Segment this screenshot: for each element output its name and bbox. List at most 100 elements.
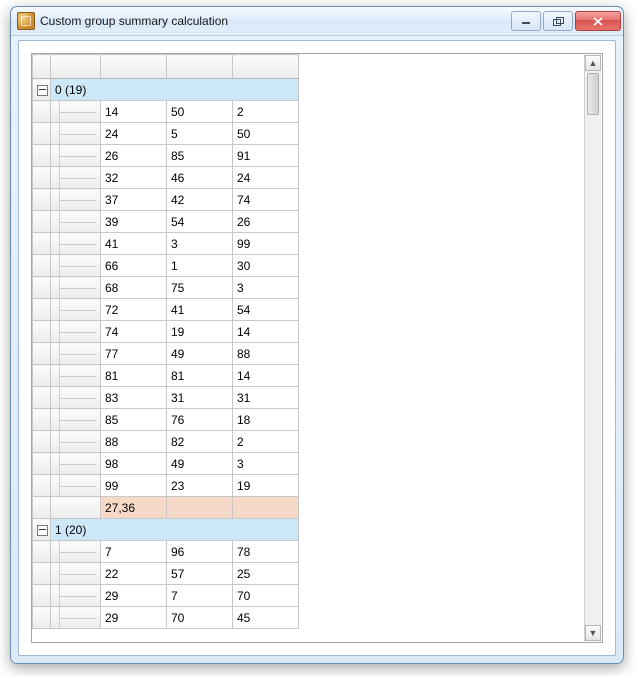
cell[interactable]: 70: [233, 585, 299, 607]
row-indicator[interactable]: [33, 409, 51, 431]
table-row[interactable]: 79678: [33, 541, 299, 563]
cell[interactable]: 78: [233, 541, 299, 563]
cell[interactable]: 5: [167, 123, 233, 145]
minimize-button[interactable]: [511, 11, 541, 31]
cell[interactable]: 99: [101, 475, 167, 497]
row-indicator[interactable]: [33, 541, 51, 563]
cell[interactable]: 1: [167, 255, 233, 277]
row-indicator[interactable]: [33, 365, 51, 387]
cell[interactable]: 3: [167, 233, 233, 255]
cell[interactable]: 14: [233, 321, 299, 343]
table-row[interactable]: 992319: [33, 475, 299, 497]
cell[interactable]: 25: [233, 563, 299, 585]
cell[interactable]: 22: [101, 563, 167, 585]
row-header[interactable]: [51, 585, 101, 607]
row-header[interactable]: [51, 475, 101, 497]
cell[interactable]: 39: [101, 211, 167, 233]
close-button[interactable]: [575, 11, 621, 31]
cell[interactable]: 54: [233, 299, 299, 321]
row-header[interactable]: [51, 277, 101, 299]
cell[interactable]: 85: [167, 145, 233, 167]
table-row[interactable]: 818114: [33, 365, 299, 387]
group-expand-button[interactable]: [33, 79, 51, 101]
row-header[interactable]: [51, 343, 101, 365]
cell[interactable]: 14: [101, 101, 167, 123]
cell[interactable]: 50: [167, 101, 233, 123]
row-header[interactable]: [51, 145, 101, 167]
cell[interactable]: 30: [233, 255, 299, 277]
cell[interactable]: 49: [167, 343, 233, 365]
row-indicator[interactable]: [33, 343, 51, 365]
group-row[interactable]: 1 (20): [33, 519, 299, 541]
cell[interactable]: 29: [101, 607, 167, 629]
table-row[interactable]: 14502: [33, 101, 299, 123]
row-indicator[interactable]: [33, 453, 51, 475]
cell[interactable]: 85: [101, 409, 167, 431]
cell[interactable]: 41: [101, 233, 167, 255]
row-header[interactable]: [51, 255, 101, 277]
row-header[interactable]: [51, 387, 101, 409]
cell[interactable]: 88: [101, 431, 167, 453]
cell[interactable]: 3: [233, 453, 299, 475]
row-indicator[interactable]: [33, 387, 51, 409]
row-indicator[interactable]: [33, 475, 51, 497]
rowheader-header[interactable]: [51, 55, 101, 79]
row-indicator[interactable]: [33, 255, 51, 277]
cell[interactable]: 57: [167, 563, 233, 585]
row-indicator[interactable]: [33, 299, 51, 321]
titlebar[interactable]: Custom group summary calculation: [11, 7, 623, 36]
row-header[interactable]: [51, 563, 101, 585]
cell[interactable]: 24: [233, 167, 299, 189]
table-row[interactable]: 741914: [33, 321, 299, 343]
table-row[interactable]: 24550: [33, 123, 299, 145]
cell[interactable]: 88: [233, 343, 299, 365]
cell[interactable]: 66: [101, 255, 167, 277]
table-row[interactable]: 29770: [33, 585, 299, 607]
row-header[interactable]: [51, 409, 101, 431]
cell[interactable]: 26: [233, 211, 299, 233]
table-row[interactable]: 374274: [33, 189, 299, 211]
row-indicator[interactable]: [33, 233, 51, 255]
cell[interactable]: 31: [167, 387, 233, 409]
cell[interactable]: 32: [101, 167, 167, 189]
table-row[interactable]: 724154: [33, 299, 299, 321]
cell[interactable]: 81: [167, 365, 233, 387]
data-grid[interactable]: 0 (19)1450224550268591324624374274395426…: [31, 53, 603, 643]
vertical-scrollbar[interactable]: ▲ ▼: [584, 55, 601, 641]
cell[interactable]: 37: [101, 189, 167, 211]
row-indicator[interactable]: [33, 607, 51, 629]
cell[interactable]: 14: [233, 365, 299, 387]
table-row[interactable]: 98493: [33, 453, 299, 475]
cell[interactable]: 98: [101, 453, 167, 475]
cell[interactable]: 77: [101, 343, 167, 365]
cell[interactable]: 7: [101, 541, 167, 563]
cell[interactable]: 46: [167, 167, 233, 189]
table-row[interactable]: 88822: [33, 431, 299, 453]
row-header[interactable]: [51, 233, 101, 255]
row-indicator[interactable]: [33, 167, 51, 189]
maximize-button[interactable]: [543, 11, 573, 31]
cell[interactable]: 75: [167, 277, 233, 299]
row-indicator[interactable]: [33, 211, 51, 233]
row-indicator[interactable]: [33, 145, 51, 167]
table-row[interactable]: 833131: [33, 387, 299, 409]
row-indicator[interactable]: [33, 563, 51, 585]
row-header[interactable]: [51, 453, 101, 475]
table-row[interactable]: 324624: [33, 167, 299, 189]
row-indicator[interactable]: [33, 431, 51, 453]
cell[interactable]: 74: [233, 189, 299, 211]
row-indicator[interactable]: [33, 321, 51, 343]
group-expand-button[interactable]: [33, 519, 51, 541]
cell[interactable]: 74: [101, 321, 167, 343]
cell[interactable]: 91: [233, 145, 299, 167]
row-header[interactable]: [51, 321, 101, 343]
cell[interactable]: 72: [101, 299, 167, 321]
cell[interactable]: 31: [233, 387, 299, 409]
row-header[interactable]: [51, 101, 101, 123]
table-row[interactable]: 395426: [33, 211, 299, 233]
cell[interactable]: 23: [167, 475, 233, 497]
table-row[interactable]: 268591: [33, 145, 299, 167]
cell[interactable]: 2: [233, 101, 299, 123]
cell[interactable]: 96: [167, 541, 233, 563]
cell[interactable]: 70: [167, 607, 233, 629]
